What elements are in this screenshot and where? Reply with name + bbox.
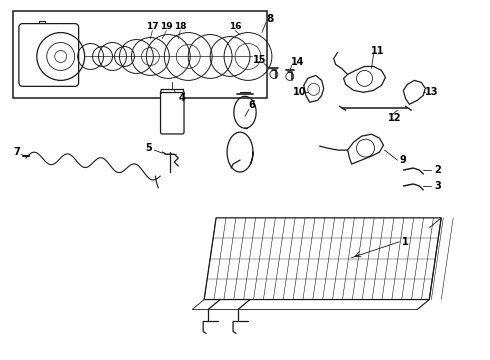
Text: 5: 5 — [145, 143, 152, 153]
Text: 3: 3 — [434, 181, 441, 191]
Text: 13: 13 — [424, 87, 438, 97]
Text: 15: 15 — [253, 55, 267, 66]
Text: 9: 9 — [399, 155, 406, 165]
Text: 14: 14 — [291, 58, 305, 67]
Bar — [13, 11, 267, 98]
Text: 18: 18 — [174, 22, 187, 31]
Text: 19: 19 — [160, 22, 172, 31]
Text: 8: 8 — [266, 14, 273, 24]
Text: 12: 12 — [388, 113, 401, 123]
Text: 2: 2 — [434, 165, 441, 175]
Text: 11: 11 — [371, 45, 384, 55]
FancyBboxPatch shape — [161, 93, 184, 134]
Text: 17: 17 — [146, 22, 159, 31]
Text: 4: 4 — [179, 93, 186, 103]
Text: 1: 1 — [402, 237, 409, 247]
FancyBboxPatch shape — [19, 24, 78, 86]
Text: 10: 10 — [293, 87, 307, 97]
Text: 16: 16 — [229, 22, 241, 31]
Text: 6: 6 — [248, 100, 255, 110]
Text: 7: 7 — [14, 147, 20, 157]
